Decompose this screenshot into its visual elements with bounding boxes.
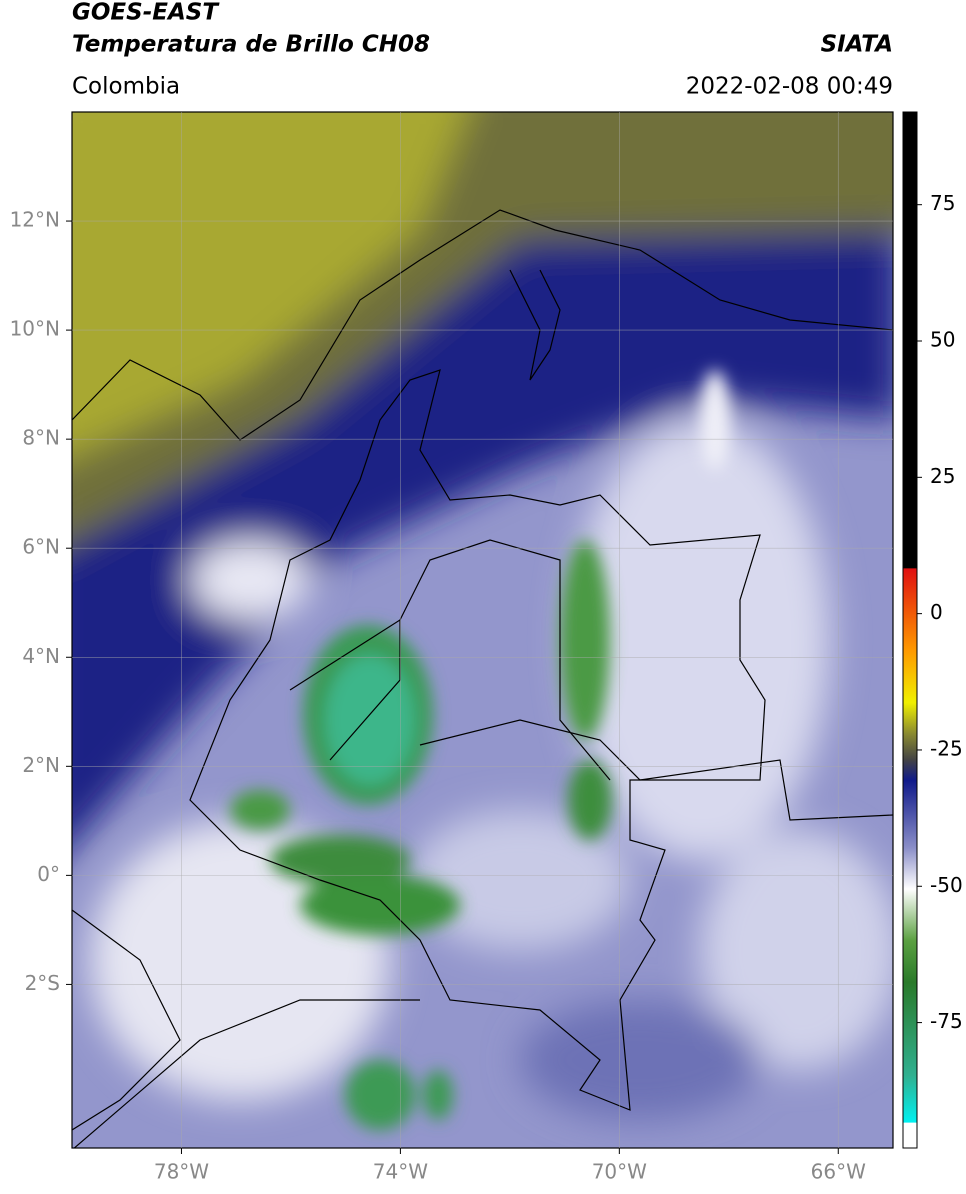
region: Colombia (72, 74, 180, 100)
title: GOES-EAST (72, 0, 220, 26)
colorbar-tick-label: 75 (930, 191, 955, 215)
y-tick-label: 4°N (22, 644, 60, 668)
y-tick-label: 6°N (22, 535, 60, 559)
colorbar-tick-label: -75 (930, 1009, 963, 1033)
colorbar-tick-label: 25 (930, 464, 955, 488)
colorbar (902, 111, 918, 1149)
colorbar-tick-label: 0 (930, 600, 943, 624)
colorbar-tick-label: -50 (930, 873, 963, 897)
title: Temperatura de Brillo CH08 (72, 32, 430, 58)
y-tick-label: 2°N (22, 753, 60, 777)
colorbar-tick-label: 50 (930, 328, 955, 352)
source: SIATA (821, 32, 893, 58)
x-tick-label: 78°W (154, 1160, 209, 1184)
y-tick-label: 0° (37, 862, 60, 886)
satellite-image (72, 112, 893, 1148)
x-tick-label: 74°W (373, 1160, 428, 1184)
y-tick-label: 10°N (10, 317, 60, 341)
colorbar-tick-label: -25 (930, 736, 963, 760)
datetime: 2022-02-08 00:49 (686, 74, 893, 100)
x-tick-label: 70°W (592, 1160, 647, 1184)
x-tick-label: 66°W (811, 1160, 866, 1184)
map-frame (71, 111, 894, 1149)
y-tick-label: 8°N (22, 426, 60, 450)
y-tick-label: 2°S (25, 971, 60, 995)
y-tick-label: 12°N (10, 208, 60, 232)
borders (72, 209, 893, 1148)
